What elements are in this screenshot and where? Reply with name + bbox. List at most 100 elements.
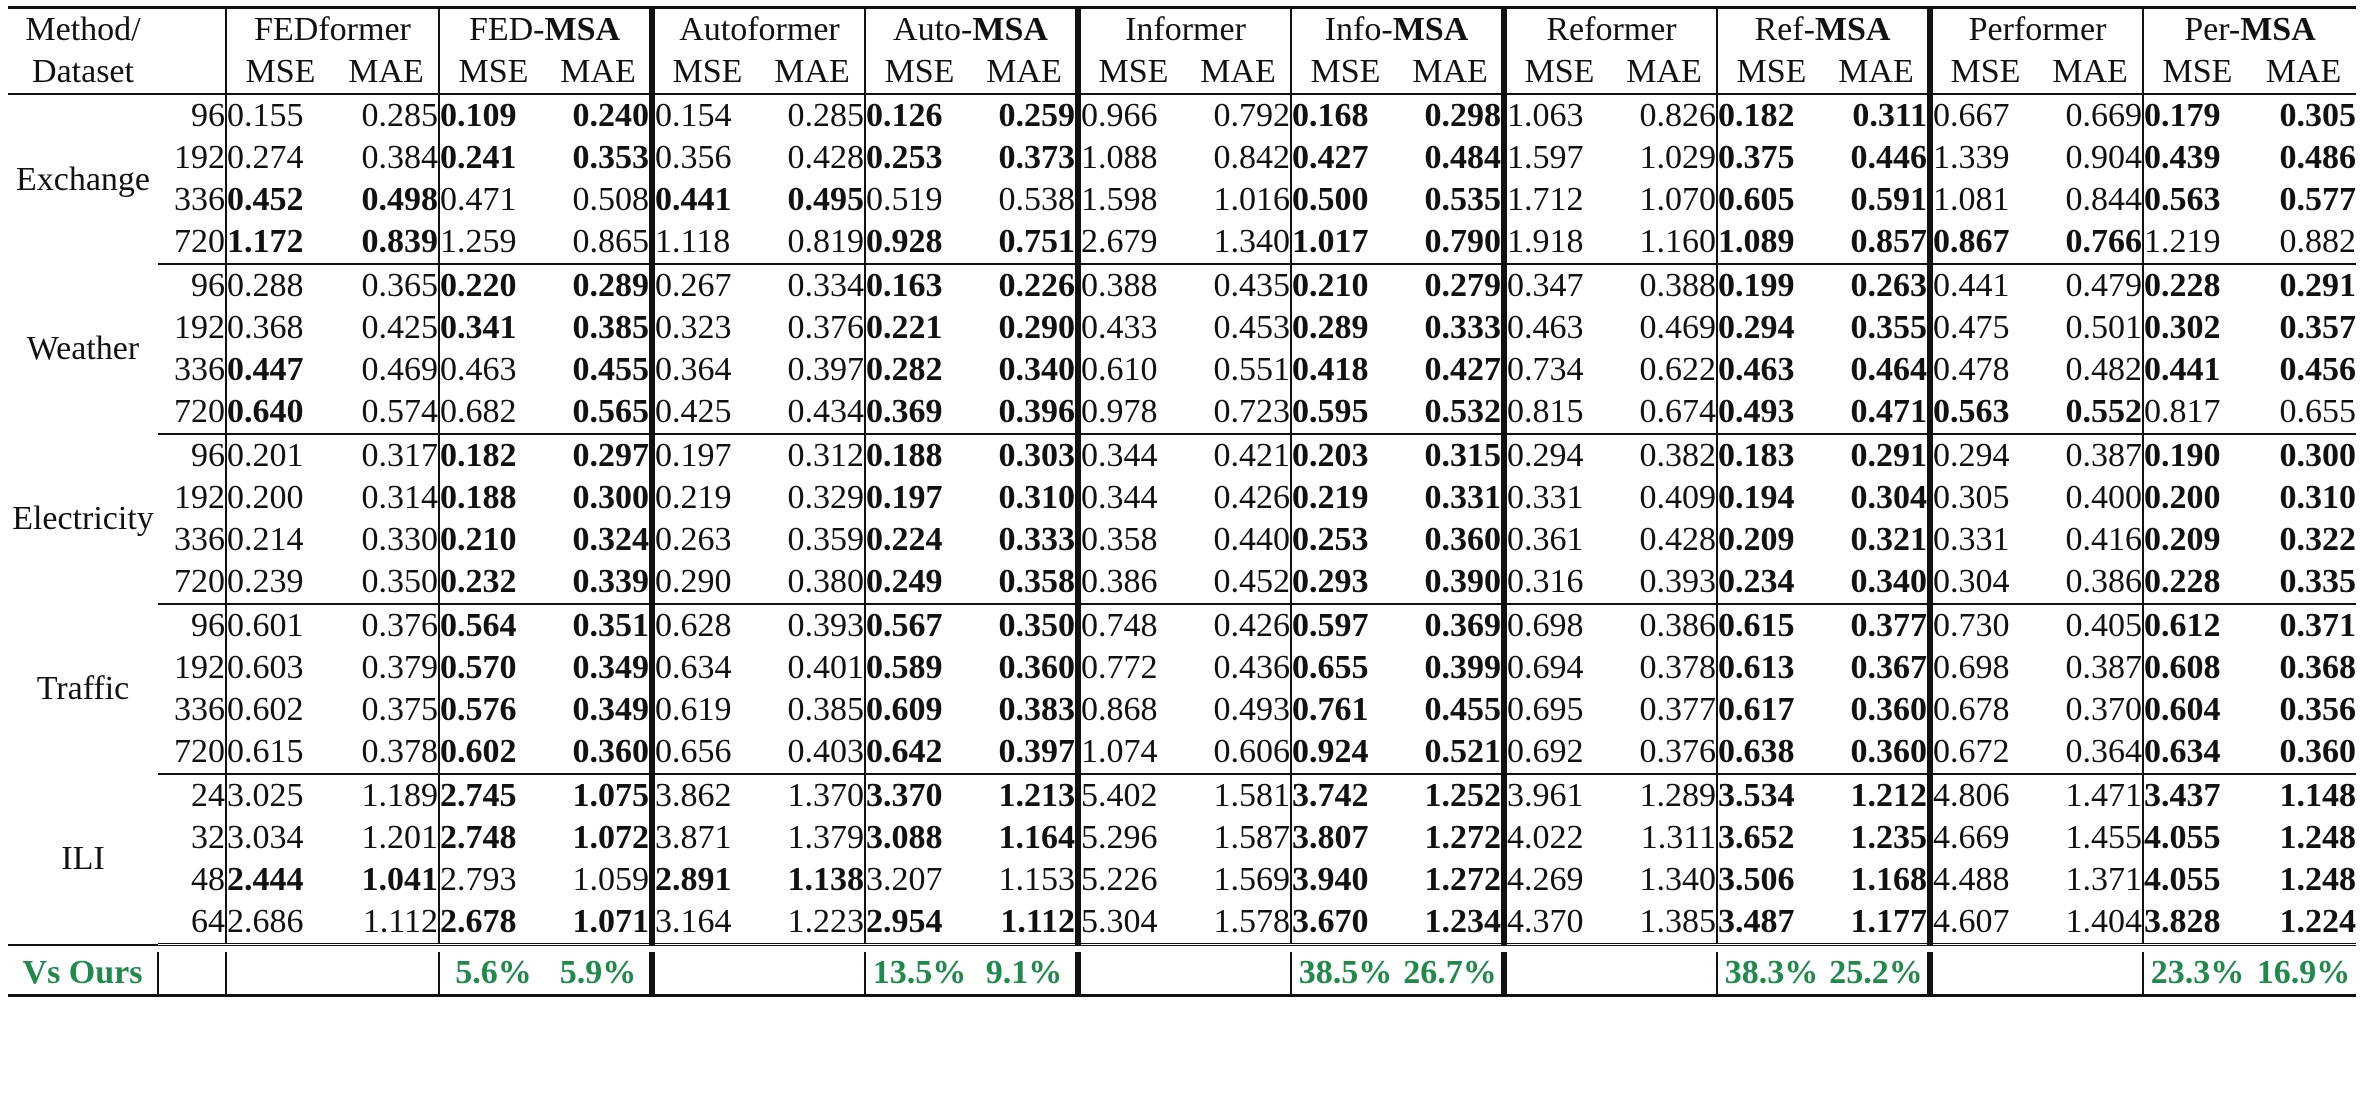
mae-value: 0.427 xyxy=(1424,351,1502,388)
mae-value: 1.070 xyxy=(1639,181,1717,218)
mse-value: 0.126 xyxy=(864,94,973,137)
mae-value: 1.223 xyxy=(760,901,865,946)
mse-value: 0.197 xyxy=(864,477,973,519)
mse-value: 0.219 xyxy=(1290,477,1399,519)
mae-value: 0.377 xyxy=(1850,607,1928,644)
group-name: Informer xyxy=(1125,11,1246,48)
mae-value: 0.435 xyxy=(1213,267,1291,304)
mae-value: 0.384 xyxy=(361,139,439,176)
table-row: 192 0.603 0.379 0.570 0.349 0.634 0.401 0.589 0.… xyxy=(8,647,2356,689)
mae-value: 0.532 xyxy=(1399,391,1504,435)
mae-value: 0.521 xyxy=(1399,731,1504,775)
mae-value: 0.842 xyxy=(1213,139,1291,176)
mae-value: 0.310 xyxy=(998,479,1076,516)
mae-value: 0.865 xyxy=(547,221,652,265)
mse-value: 1.074 xyxy=(1075,731,1186,775)
dataset-name: ILI xyxy=(61,839,105,877)
mse-header: MSE xyxy=(1501,51,1612,95)
prediction-length: 336 xyxy=(174,691,225,728)
mae-value: 0.469 xyxy=(361,351,439,388)
group-header: Autoformer xyxy=(649,9,865,51)
mse-value: 0.597 xyxy=(1290,604,1399,647)
mse-value: 0.576 xyxy=(438,689,547,731)
mae-value: 0.298 xyxy=(1424,97,1502,134)
mse-value: 0.249 xyxy=(864,561,973,605)
mae-value: 0.340 xyxy=(1825,561,1930,605)
table-row: 48 2.444 1.041 2.793 1.059 2.891 1.138 3.207 1.1… xyxy=(8,859,2356,901)
mae-value: 0.367 xyxy=(1850,649,1928,686)
mse-value: 0.447 xyxy=(225,349,334,391)
mae-value: 0.300 xyxy=(572,479,650,516)
mae-value: 0.574 xyxy=(334,391,439,435)
mse-value: 0.615 xyxy=(1716,604,1825,647)
mae-header: MAE xyxy=(547,51,652,95)
mae-value: 0.379 xyxy=(361,649,439,686)
mse-value: 2.686 xyxy=(225,901,334,946)
mse-value: 1.219 xyxy=(2142,221,2251,265)
mse-value: 0.282 xyxy=(864,349,973,391)
mae-value: 1.311 xyxy=(1640,819,1716,856)
mse-value: 0.341 xyxy=(438,307,547,349)
mse-value: 0.356 xyxy=(649,137,760,179)
mse-header: MSE xyxy=(1075,51,1186,95)
mse-value: 0.188 xyxy=(864,434,973,477)
mse-value: 0.570 xyxy=(438,647,547,689)
mse-value: 0.564 xyxy=(438,604,547,647)
mse-value: 0.200 xyxy=(225,477,334,519)
mse-value: 3.088 xyxy=(864,817,973,859)
mse-value: 0.589 xyxy=(864,647,973,689)
mae-value: 0.333 xyxy=(998,521,1076,558)
mse-value: 0.441 xyxy=(2142,349,2251,391)
group-header: Info-MSA xyxy=(1290,9,1504,51)
mae-value: 1.153 xyxy=(998,861,1076,898)
mse-improvement: 13.5% xyxy=(864,952,973,997)
mae-value: 0.904 xyxy=(2065,139,2143,176)
mae-value: 0.498 xyxy=(361,181,439,218)
mae-value: 0.329 xyxy=(787,479,865,516)
prediction-length: 720 xyxy=(158,221,226,265)
mae-value: 0.397 xyxy=(787,351,865,388)
group-name: Reformer xyxy=(1546,11,1677,48)
mse-value: 0.734 xyxy=(1501,349,1612,391)
mae-value: 1.578 xyxy=(1186,901,1291,946)
prediction-length: 32 xyxy=(191,819,225,856)
mae-value: 0.360 xyxy=(2251,731,2356,775)
mae-improvement: 25.2% xyxy=(1825,952,1930,997)
mae-value: 0.655 xyxy=(2251,391,2356,435)
mse-value: 0.155 xyxy=(225,94,334,137)
mae-value: 0.416 xyxy=(2065,521,2143,558)
mse-value: 0.605 xyxy=(1716,179,1825,221)
mse-value: 0.331 xyxy=(1927,519,2038,561)
mse-value: 2.444 xyxy=(225,859,334,901)
mse-value: 3.164 xyxy=(649,901,760,946)
mae-value: 0.353 xyxy=(572,139,650,176)
group-name-suffix: MSA xyxy=(1814,11,1891,48)
mae-value: 0.322 xyxy=(2279,521,2357,558)
mae-value: 0.400 xyxy=(2065,479,2143,516)
mae-value: 0.297 xyxy=(572,437,650,474)
mae-value: 0.819 xyxy=(760,221,865,265)
mse-value: 0.368 xyxy=(225,307,334,349)
group-header: Auto-MSA xyxy=(864,9,1078,51)
mse-value: 0.640 xyxy=(225,391,334,435)
group-name-suffix: MSA xyxy=(1392,11,1469,48)
mse-value: 0.567 xyxy=(864,604,973,647)
mse-improvement: 23.3% xyxy=(2142,952,2251,997)
group-name: Auto- xyxy=(893,11,973,48)
mse-value: 0.316 xyxy=(1501,561,1612,605)
mse-value: 1.597 xyxy=(1501,137,1612,179)
prediction-length: 720 xyxy=(158,731,226,775)
mae-value: 0.674 xyxy=(1612,391,1717,435)
mae-value: 0.378 xyxy=(334,731,439,775)
mae-value: 0.486 xyxy=(2279,139,2357,176)
mse-value: 0.748 xyxy=(1075,604,1186,647)
mse-value: 3.487 xyxy=(1716,901,1825,946)
mae-value: 0.405 xyxy=(2065,607,2143,644)
mae-value: 0.357 xyxy=(2279,309,2357,346)
mse-value: 0.288 xyxy=(225,264,334,307)
mse-value: 3.742 xyxy=(1290,774,1399,817)
table-row: ILI 24 3.025 1.189 2.745 1.075 3.862 1.370 3.370… xyxy=(8,774,2356,877)
mse-value: 0.331 xyxy=(1501,477,1612,519)
mae-value: 1.072 xyxy=(572,819,650,856)
mse-header: MSE xyxy=(864,51,973,95)
